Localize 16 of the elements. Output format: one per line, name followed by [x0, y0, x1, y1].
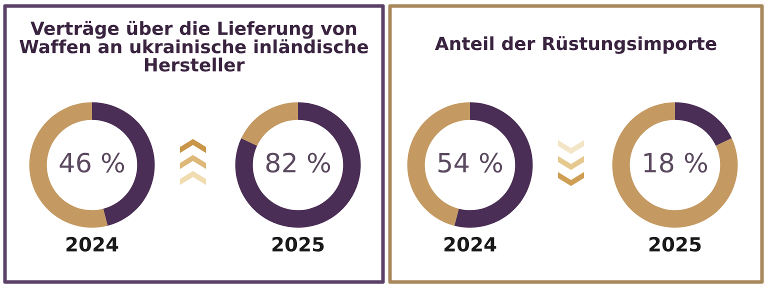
text: 2025 — [272, 236, 324, 252]
text: 2024 — [66, 236, 118, 252]
donut-slice — [92, 102, 155, 226]
donut-slice — [235, 102, 361, 228]
text: 82 % — [266, 152, 330, 173]
donut-slice — [407, 102, 470, 226]
text: 18 % — [644, 152, 708, 173]
text: Anteil der Rüstungsimporte — [434, 36, 716, 54]
text: 46 % — [60, 152, 124, 173]
donut-slice — [612, 102, 738, 228]
text: 54 % — [438, 152, 502, 173]
text: 2024 — [444, 236, 496, 252]
text: Verträge über die Lieferung von Waffen an ukrainische inländische Hersteller — [20, 20, 368, 72]
donut-slice — [675, 102, 732, 146]
donut-slice — [241, 102, 298, 146]
text: 2025 — [649, 236, 701, 252]
